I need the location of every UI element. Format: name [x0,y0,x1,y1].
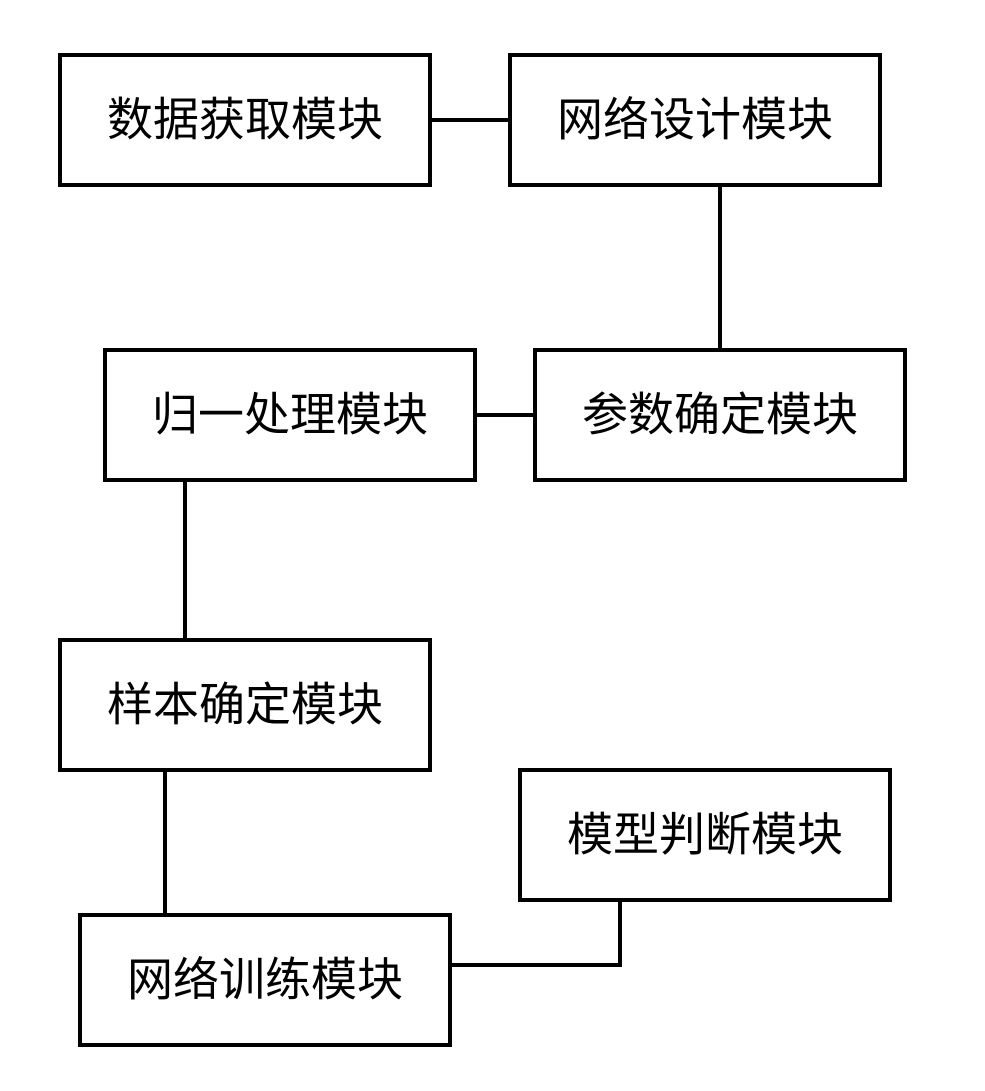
node-label-n4: 参数确定模块 [582,390,858,441]
node-label-n2: 网络设计模块 [557,95,833,146]
node-label-n7: 网络训练模块 [127,955,403,1006]
edge-n7-n6 [450,900,620,965]
node-n7: 网络训练模块 [80,915,450,1045]
flowchart-diagram: 数据获取模块 网络设计模块归一处理模块 参数确定模块样本确定模块模型判断模块网络训练… [0,0,985,1091]
node-n1: 数据获取模块 [60,55,430,185]
node-n5: 样本确定模块 [60,640,430,770]
node-n3: 归一处理模块 [105,350,475,480]
node-n6: 模型判断模块 [520,770,890,900]
node-n2: 网络设计模块 [510,55,880,185]
node-label-n3: 归一处理模块 [152,390,428,441]
node-label-n6: 模型判断模块 [567,810,843,861]
node-n4: 参数确定模块 [535,350,905,480]
node-label-n1: 数据获取模块 [107,95,383,146]
node-label-n5: 样本确定模块 [107,680,383,731]
